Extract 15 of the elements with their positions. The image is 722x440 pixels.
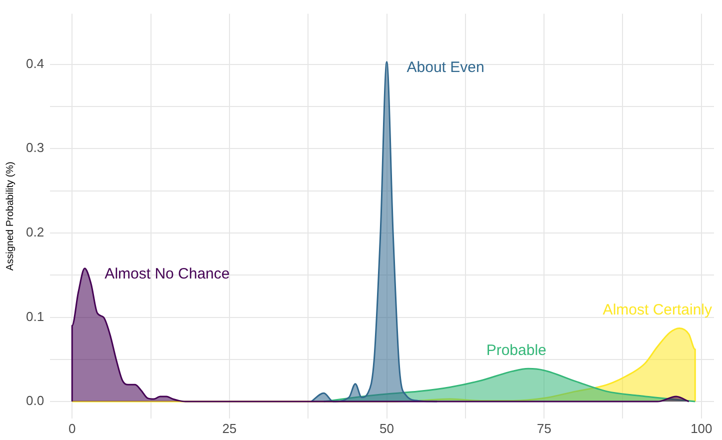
x-tick-label: 100 [690,420,712,436]
x-tick-label: 75 [536,420,552,436]
x-tick-label: 0 [68,420,76,436]
y-tick-label: 0.2 [26,224,44,240]
y-tick-label: 0.4 [26,56,44,71]
x-tick-label: 50 [380,420,394,436]
y-tick-label: 0.3 [26,140,44,156]
series-label: Probable [486,342,546,359]
y-axis-title: Assigned Probability (%) [4,162,16,271]
series-label: About Even [406,58,484,76]
y-tick-label: 0.1 [26,308,44,324]
x-tick-label: 25 [222,420,237,436]
y-tick-label: 0.0 [26,393,44,408]
series-label: Almost Certainly [602,301,712,318]
series-label: Almost No Chance [104,266,230,282]
